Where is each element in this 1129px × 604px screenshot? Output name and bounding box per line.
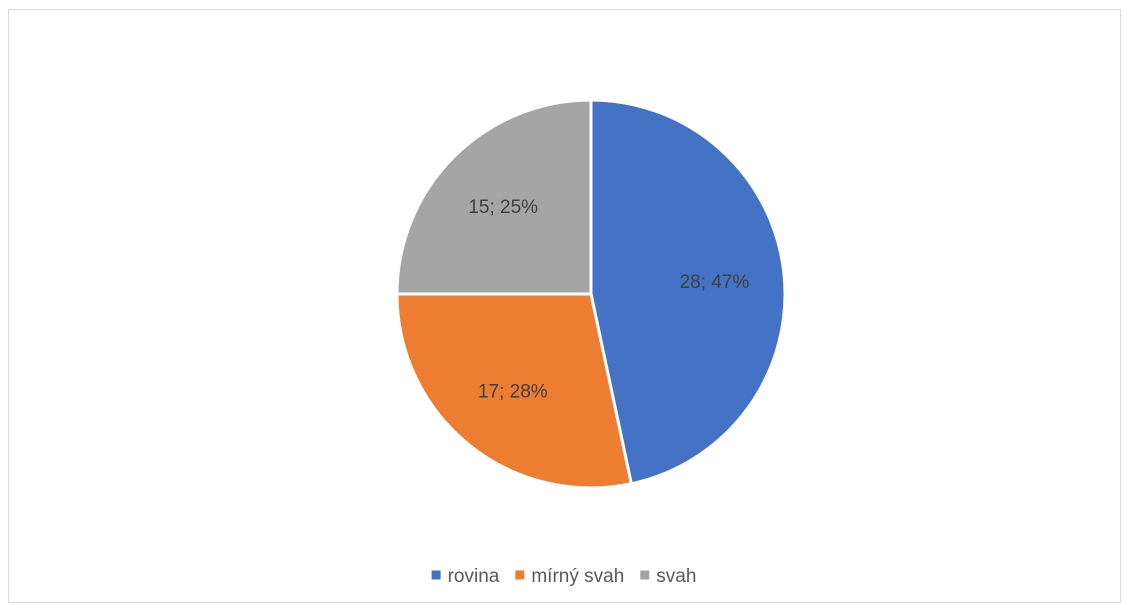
legend-label-mirny-svah: mírný svah <box>531 566 624 587</box>
pie-slice-mirny-svah <box>395 292 633 490</box>
legend-label-svah: svah <box>656 566 696 587</box>
pie-data-labels: 28; 47% 17; 28% 15; 25% <box>468 197 749 402</box>
legend-item-mirny-svah: mírný svah <box>515 566 624 587</box>
legend-swatch-mirny-svah <box>515 570 525 580</box>
legend-item-rovina: rovina <box>431 566 500 587</box>
legend-label-rovina: rovina <box>448 566 500 587</box>
pie-slices <box>395 98 787 490</box>
data-label-mirny-svah: 17; 28% <box>478 381 548 402</box>
legend-swatch-rovina <box>431 570 441 580</box>
pie-slice-svah <box>395 98 593 296</box>
legend: rovina mírný svah svah <box>431 566 696 587</box>
pie-slice-rovina <box>589 98 787 486</box>
data-label-rovina: 28; 47% <box>680 272 750 293</box>
legend-swatch-svah <box>640 570 650 580</box>
legend-item-svah: svah <box>640 566 696 587</box>
data-label-svah: 15; 25% <box>468 197 538 218</box>
